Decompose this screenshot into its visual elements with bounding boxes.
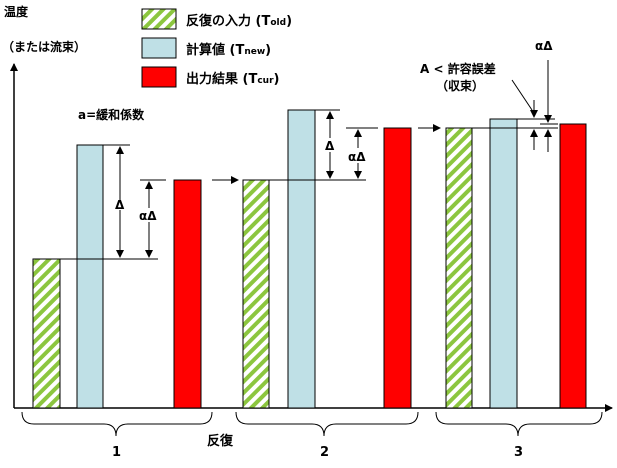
iteration-2-group: Δ αΔ bbox=[242, 109, 441, 409]
legend-label-old: 反復の入力 (Told) bbox=[186, 13, 292, 29]
brace-iteration-2 bbox=[235, 411, 419, 437]
brace-iteration-3 bbox=[435, 411, 603, 437]
brace-iteration-1 bbox=[21, 411, 213, 437]
legend-label-new: 計算値 (Tnew) bbox=[186, 42, 271, 58]
alpha-delta-label-3: αΔ bbox=[535, 39, 553, 53]
alpha-delta-label-2: αΔ bbox=[348, 150, 366, 164]
x-axis-label: 反復 bbox=[207, 433, 234, 449]
bar-t-cur-3 bbox=[559, 123, 587, 409]
bar-t-old-2 bbox=[242, 179, 270, 409]
legend-swatch-new bbox=[141, 37, 177, 59]
bar-t-new-3 bbox=[489, 118, 518, 409]
y-axis-label-line2: （または流束） bbox=[2, 39, 86, 54]
bar-t-old-1 bbox=[32, 258, 61, 409]
convergence-label-line1: A < 許容誤差 bbox=[420, 61, 496, 76]
legend-swatch-cur bbox=[141, 66, 177, 88]
legend-label-cur: 出力結果 (Tcur) bbox=[186, 71, 279, 87]
alpha-delta-label-1: αΔ bbox=[139, 209, 157, 223]
y-axis-label-line1: 温度 bbox=[4, 4, 29, 19]
iteration-label-3: 3 bbox=[514, 445, 523, 460]
bar-t-new-2 bbox=[287, 109, 316, 409]
bar-t-new-1 bbox=[76, 144, 104, 409]
bar-t-cur-2 bbox=[383, 127, 412, 409]
legend-swatch-old bbox=[141, 8, 177, 30]
convergence-label-line2: （収束） bbox=[436, 78, 484, 93]
bar-t-cur-1 bbox=[173, 179, 202, 409]
iteration-1-group: Δ αΔ bbox=[32, 144, 239, 409]
iteration-label-2: 2 bbox=[320, 445, 329, 460]
delta-label-2: Δ bbox=[325, 139, 335, 153]
relaxation-factor-label: a=緩和係数 bbox=[78, 107, 145, 122]
delta-label-1: Δ bbox=[115, 198, 125, 212]
legend: 反復の入力 (Told) 計算値 (Tnew) 出力結果 (Tcur) bbox=[141, 8, 292, 88]
bar-t-old-3 bbox=[445, 127, 473, 409]
iteration-3-group: αΔ A < 許容誤差 （収束） bbox=[420, 39, 587, 409]
iteration-label-1: 1 bbox=[112, 445, 121, 460]
convergence-pointer bbox=[511, 79, 533, 111]
